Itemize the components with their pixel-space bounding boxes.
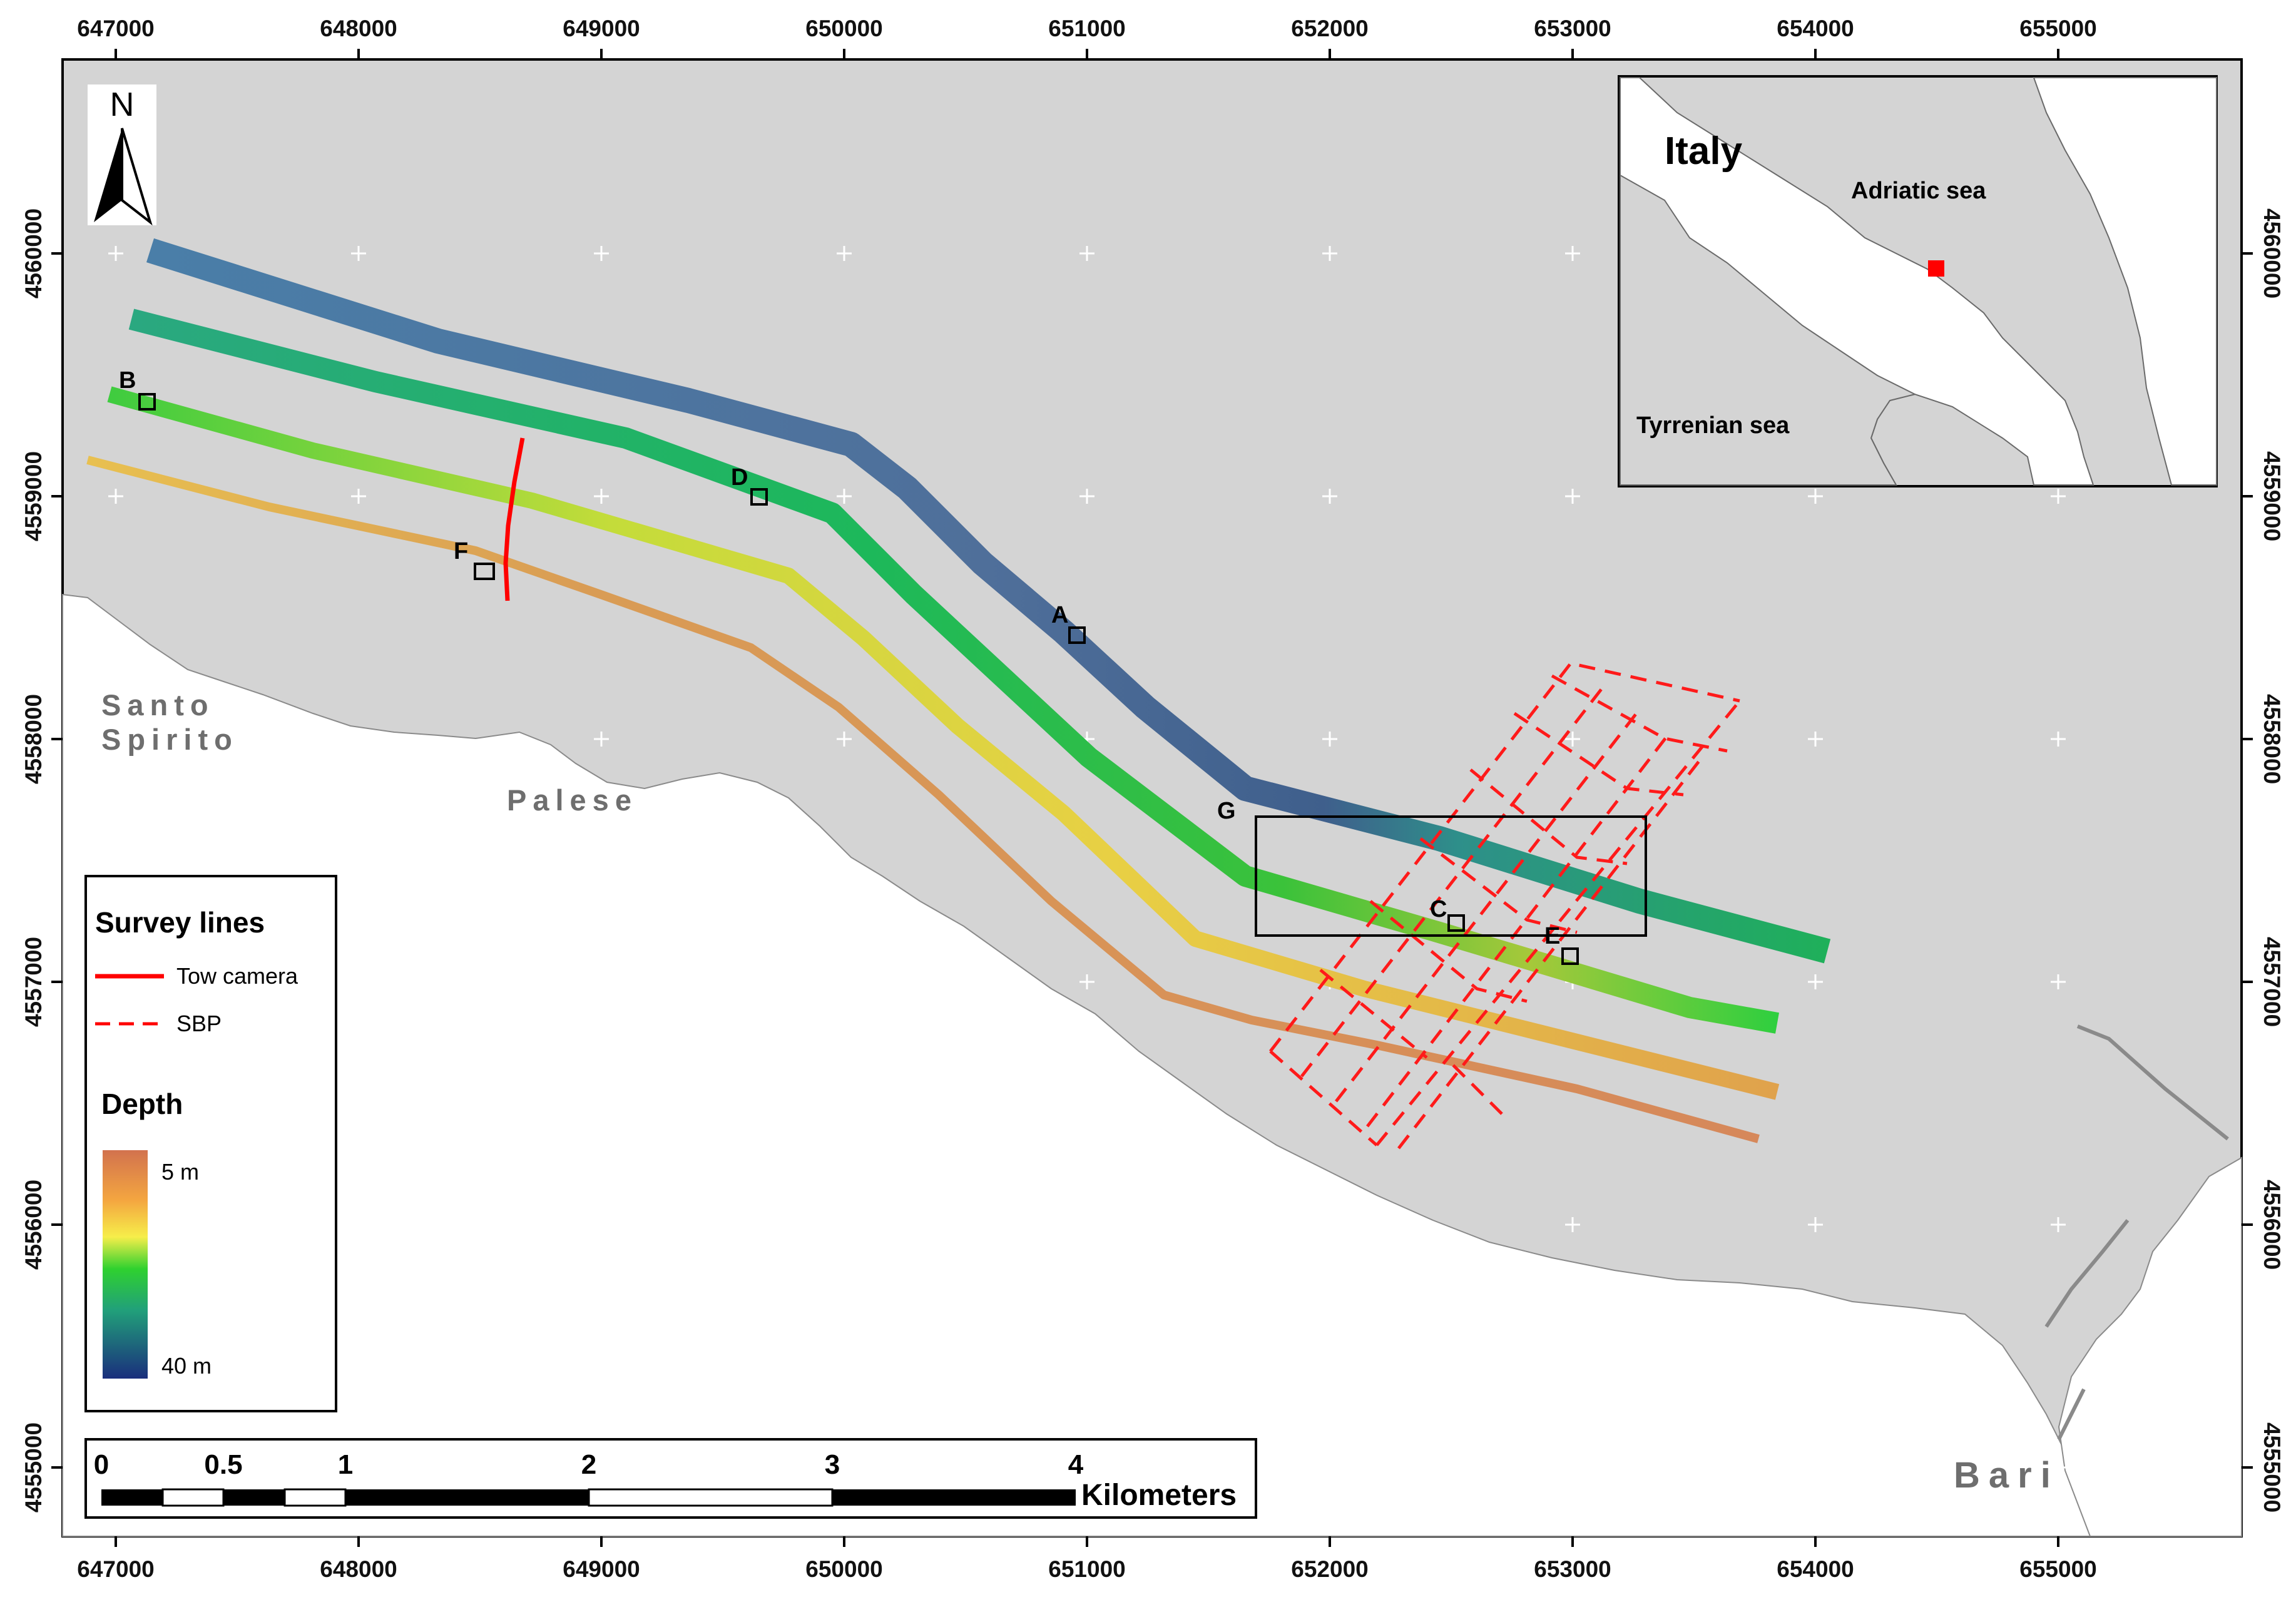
legend: Survey lines Tow camera SBP Depth 5 m 40… xyxy=(84,875,337,1412)
site-label-d: D xyxy=(731,464,748,491)
place-label-palese: Palese xyxy=(507,783,638,817)
x-tick-top-649000: 649000 xyxy=(563,16,640,41)
x-tick-bottom-650000: 650000 xyxy=(805,1556,882,1582)
x-tick-top-655000: 655000 xyxy=(2019,16,2096,41)
north-label: N xyxy=(110,86,135,123)
site-label-a: A xyxy=(1051,602,1068,628)
x-tick-bottom-647000: 647000 xyxy=(77,1556,154,1582)
scale-label-3: 3 xyxy=(825,1449,840,1480)
inset-balkan-coast xyxy=(2033,77,2217,486)
x-tick-top-647000: 647000 xyxy=(77,16,154,41)
site-label-e: E xyxy=(1544,923,1560,949)
legend-tow-camera-label: Tow camera xyxy=(176,963,298,989)
scale-label-0: 0 xyxy=(94,1449,109,1480)
inset-location-marker xyxy=(1928,260,1944,277)
x-tick-top-652000: 652000 xyxy=(1291,16,1368,41)
y-tick-left-4560000: 4560000 xyxy=(21,208,46,298)
x-tick-top-651000: 651000 xyxy=(1048,16,1125,41)
x-tick-bottom-649000: 649000 xyxy=(563,1556,640,1582)
x-tick-top-650000: 650000 xyxy=(805,16,882,41)
site-marker-a xyxy=(1068,626,1086,644)
site-marker-c xyxy=(1447,914,1465,932)
y-tick-left-4555000: 4555000 xyxy=(21,1422,46,1513)
sbp-grid xyxy=(1269,661,1741,1150)
land-coast xyxy=(62,593,2116,1537)
legend-depth-colorbar xyxy=(103,1150,148,1379)
y-tick-right-4559000: 4559000 xyxy=(2259,451,2285,541)
site-marker-f xyxy=(474,563,495,580)
x-tick-top-648000: 648000 xyxy=(320,16,397,41)
scale-bar: 0 0.5 1 2 3 4 Kilometers xyxy=(84,1438,1257,1519)
site-marker-b xyxy=(138,393,156,411)
y-tick-right-4558000: 4558000 xyxy=(2259,694,2285,784)
site-label-c: C xyxy=(1430,896,1447,922)
x-tick-bottom-648000: 648000 xyxy=(320,1556,397,1582)
swath-line-2 xyxy=(128,309,1779,1034)
site-marker-d xyxy=(750,488,768,506)
swath-line-1 xyxy=(146,238,1831,964)
place-names: Santo Spirito Palese Bari xyxy=(101,688,2059,1496)
x-tick-bottom-653000: 653000 xyxy=(1534,1556,1611,1582)
north-arrow: N xyxy=(88,84,156,226)
place-label-santo: Santo xyxy=(101,688,215,722)
x-tick-bottom-655000: 655000 xyxy=(2019,1556,2096,1582)
site-label-b: B xyxy=(119,367,136,394)
y-tick-left-4556000: 4556000 xyxy=(21,1180,46,1270)
inset-label-tyrrhenian: Tyrrenian sea xyxy=(1636,412,1790,439)
tow-camera-track xyxy=(503,437,525,601)
scale-label-4: 4 xyxy=(1068,1449,1084,1480)
north-arrow-icon xyxy=(94,128,122,222)
legend-survey-title: Survey lines xyxy=(95,906,265,939)
y-tick-right-4556000: 4556000 xyxy=(2259,1180,2285,1270)
axis-ticks xyxy=(51,49,2253,1547)
swath-line-3 xyxy=(107,386,1780,1100)
x-tick-bottom-651000: 651000 xyxy=(1048,1556,1125,1582)
scale-label-2: 2 xyxy=(581,1449,596,1480)
y-tick-left-4558000: 4558000 xyxy=(21,694,46,784)
legend-depth-max: 40 m xyxy=(161,1353,212,1379)
detail-box-g xyxy=(1255,815,1647,937)
y-tick-right-4557000: 4557000 xyxy=(2259,937,2285,1027)
site-marker-e xyxy=(1561,947,1579,965)
y-tick-right-4560000: 4560000 xyxy=(2259,208,2285,298)
harbor-pier xyxy=(2044,1024,2229,1441)
x-tick-top-654000: 654000 xyxy=(1777,16,1854,41)
scale-label-1: 1 xyxy=(338,1449,353,1480)
legend-depth-min: 5 m xyxy=(161,1159,199,1185)
inset-label-adriatic: Adriatic sea xyxy=(1851,178,1986,204)
scale-label-0-5: 0.5 xyxy=(204,1449,242,1480)
site-label-g: G xyxy=(1217,798,1236,824)
axis-tick-labels: 647000 648000 649000 650000 651000 65200… xyxy=(21,16,2285,1582)
x-tick-bottom-652000: 652000 xyxy=(1291,1556,1368,1582)
x-tick-top-653000: 653000 xyxy=(1534,16,1611,41)
inset-map: Italy Adriatic sea Tyrrenian sea xyxy=(1618,75,2218,487)
y-tick-left-4557000: 4557000 xyxy=(21,937,46,1027)
site-label-f: F xyxy=(454,538,468,564)
legend-depth-title: Depth xyxy=(101,1088,183,1120)
bathymetry-swaths xyxy=(86,238,1831,1143)
place-label-spirito: Spirito xyxy=(101,723,238,756)
scale-unit-label: Kilometers xyxy=(1081,1479,1237,1512)
inset-label-italy: Italy xyxy=(1665,130,1743,173)
land-right xyxy=(2058,1156,2242,1537)
site-markers: A B C D E F G xyxy=(119,367,1579,965)
swath-line-4 xyxy=(86,456,1760,1143)
x-tick-bottom-654000: 654000 xyxy=(1777,1556,1854,1582)
y-tick-right-4555000: 4555000 xyxy=(2259,1422,2285,1513)
place-label-bari: Bari xyxy=(1954,1455,2059,1496)
legend-sbp-label: SBP xyxy=(176,1011,222,1036)
inset-tyrrhenian-sea xyxy=(1620,174,1917,486)
y-tick-left-4559000: 4559000 xyxy=(21,451,46,541)
